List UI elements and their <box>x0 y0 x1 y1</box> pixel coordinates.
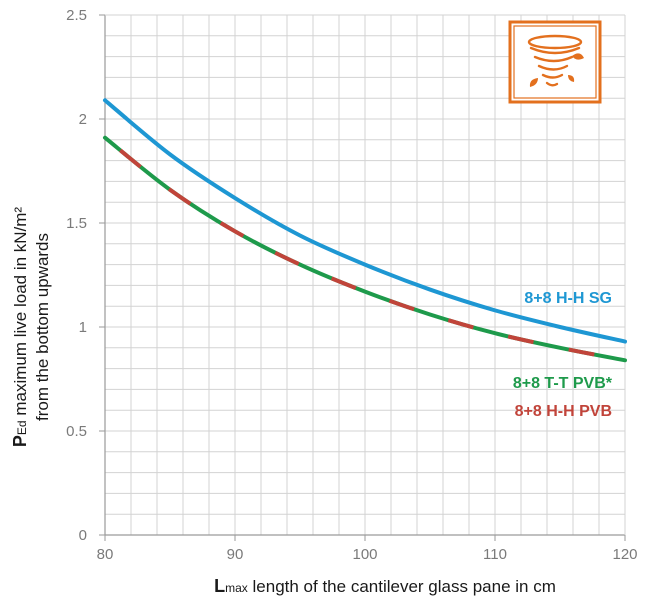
y-tick-label: 2 <box>79 111 87 128</box>
y-tick-label: 1.5 <box>66 215 87 232</box>
y-axis-title-line2: from the bottom upwards <box>33 233 52 421</box>
series-label-hh-pvb: 8+8 H-H PVB <box>515 403 612 420</box>
svg-text:PEd maximum live load in kN/m²: PEd maximum live load in kN/m² <box>10 207 30 448</box>
y-axis-title-subscript: Ed <box>15 420 29 435</box>
x-tick-labels: 80 90 100 110 120 <box>97 546 638 563</box>
y-tick-label: 1 <box>79 319 87 336</box>
series-label-tt-pvb: 8+8 T-T PVB* <box>513 375 613 392</box>
x-axis-title: Lmax length of the cantilever glass pane… <box>214 576 556 596</box>
x-tick-label: 80 <box>97 546 114 563</box>
x-tick-label: 120 <box>612 546 637 563</box>
series-line-hh-pvb <box>103 136 626 363</box>
y-axis-title: PEd maximum live load in kN/m² from the … <box>10 207 52 448</box>
x-axis-title-subscript: max <box>225 581 248 595</box>
x-tick-label: 90 <box>227 546 244 563</box>
x-axis-title-symbol: L <box>214 576 225 596</box>
x-tick-label: 100 <box>352 546 377 563</box>
y-tick-labels: 0 0.5 1 1.5 2 2.5 <box>66 7 87 544</box>
y-tick-label: 0 <box>79 527 87 544</box>
y-tick-label: 0.5 <box>66 423 87 440</box>
series-line-hh-sg <box>103 98 627 344</box>
series-label-hh-sg: 8+8 H-H SG <box>524 290 612 307</box>
y-tick-label: 2.5 <box>66 7 87 24</box>
y-axis-title-symbol: P <box>10 435 30 447</box>
tornado-icon <box>508 20 602 104</box>
y-axis-title-text: maximum live load in kN/m² <box>11 207 30 421</box>
series-lines <box>103 98 627 363</box>
x-axis-title-text: length of the cantilever glass pane in c… <box>248 577 556 596</box>
x-tick-label: 110 <box>483 546 507 563</box>
